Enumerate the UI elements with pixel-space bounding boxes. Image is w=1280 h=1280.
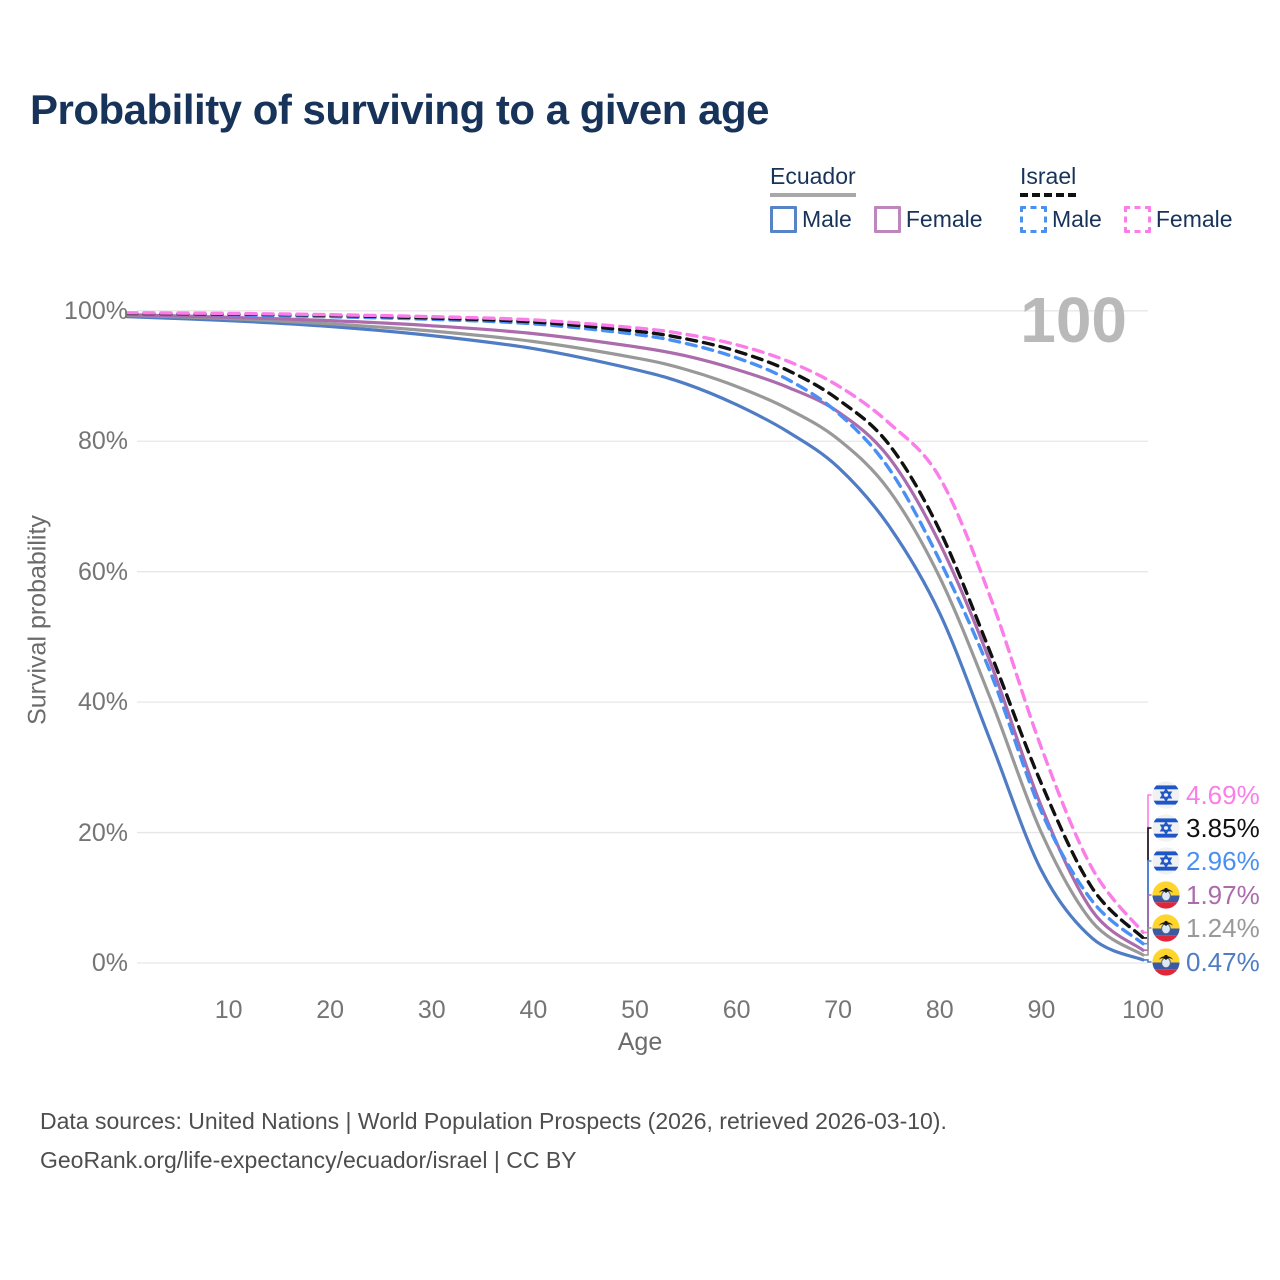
y-tick-label: 0% bbox=[91, 949, 128, 977]
x-tick-label: 20 bbox=[316, 996, 345, 1024]
legend-item-label: Male bbox=[1052, 206, 1102, 232]
data-sources-text: Data sources: United Nations | World Pop… bbox=[40, 1108, 947, 1134]
legend-group-ecuador: Ecuador Male Female bbox=[770, 163, 1005, 233]
ecuador-flag-icon bbox=[1152, 948, 1180, 976]
end-label-connector bbox=[1143, 927, 1152, 956]
x-tick-label: 50 bbox=[621, 996, 649, 1024]
x-tick-label: 30 bbox=[417, 996, 446, 1024]
end-label-value: 2.96% bbox=[1186, 845, 1260, 876]
end-label-israel-male[interactable]: 2.96% bbox=[1152, 846, 1260, 876]
y-axis-title: Survival probability bbox=[23, 515, 52, 725]
line-swatch-icon bbox=[873, 206, 901, 233]
x-tick-label: 70 bbox=[824, 996, 853, 1024]
israel-flag-icon bbox=[1152, 847, 1180, 875]
legend-item-label: Female bbox=[905, 206, 983, 232]
attribution-text: GeoRank.org/life-expectancy/ecuador/isra… bbox=[40, 1147, 577, 1173]
line-swatch-icon bbox=[1123, 206, 1151, 233]
line-swatch-icon bbox=[1020, 206, 1047, 233]
legend-group-title-ecuador[interactable]: Ecuador bbox=[770, 163, 856, 197]
end-label-israel-female[interactable]: 4.69% bbox=[1152, 780, 1260, 810]
israel-flag-icon bbox=[1152, 814, 1180, 842]
y-tick-label: 100% bbox=[64, 296, 128, 325]
series-line-israel-male[interactable] bbox=[125, 311, 1145, 946]
legend-items-ecuador: Male Female bbox=[770, 206, 1005, 233]
ecuador-flag-icon bbox=[1152, 914, 1180, 942]
line-swatch-icon bbox=[770, 206, 797, 233]
israel-flag-icon bbox=[1152, 781, 1180, 809]
page-title: Probability of surviving to a given age bbox=[30, 86, 769, 133]
end-label-value: 1.97% bbox=[1186, 879, 1260, 910]
end-label-ecuador-total[interactable]: 1.24% bbox=[1152, 913, 1260, 943]
legend-group-israel: Israel Male Female bbox=[1020, 163, 1255, 233]
x-tick-label: 10 bbox=[214, 996, 243, 1024]
end-label-ecuador-female[interactable]: 1.97% bbox=[1152, 880, 1260, 910]
series-line-israel-female[interactable] bbox=[125, 311, 1145, 935]
x-tick-label: 100 bbox=[1122, 996, 1164, 1024]
y-tick-label: 60% bbox=[77, 557, 128, 586]
survival-chart-plot[interactable] bbox=[0, 0, 1280, 1080]
x-tick-label: 40 bbox=[519, 996, 548, 1024]
end-label-israel-total[interactable]: 3.85% bbox=[1152, 813, 1260, 843]
ecuador-flag-icon bbox=[1152, 881, 1180, 909]
hovered-age-watermark: 100 bbox=[1020, 284, 1127, 356]
legend-item-label: Female bbox=[1155, 206, 1233, 232]
series-line-ecuador-male[interactable] bbox=[125, 315, 1145, 962]
end-label-connector bbox=[1143, 959, 1152, 963]
legend-item-ecuador-female[interactable]: Female bbox=[873, 206, 983, 233]
legend-group-title-israel[interactable]: Israel bbox=[1020, 163, 1077, 197]
legend-item-israel-male[interactable]: Male bbox=[1020, 206, 1102, 233]
series-line-israel-total[interactable] bbox=[125, 311, 1145, 940]
legend-item-ecuador-male[interactable]: Male bbox=[770, 206, 852, 233]
y-tick-label: 80% bbox=[77, 427, 128, 456]
series-line-ecuador-total[interactable] bbox=[125, 313, 1145, 957]
x-tick-label: 60 bbox=[722, 996, 751, 1024]
x-tick-label: 80 bbox=[925, 996, 954, 1024]
legend-item-label: Male bbox=[802, 206, 852, 232]
legend-items-israel: Male Female bbox=[1020, 206, 1255, 233]
end-label-ecuador-male[interactable]: 0.47% bbox=[1152, 947, 1260, 977]
end-label-value: 0.47% bbox=[1186, 946, 1260, 977]
y-tick-label: 40% bbox=[77, 688, 128, 717]
x-tick-label: 90 bbox=[1027, 996, 1056, 1024]
end-label-value: 1.24% bbox=[1186, 912, 1260, 943]
end-label-connector bbox=[1143, 894, 1152, 951]
series-line-ecuador-female[interactable] bbox=[125, 313, 1145, 952]
end-label-value: 3.85% bbox=[1186, 812, 1260, 843]
x-axis-title: Age bbox=[617, 1028, 663, 1056]
y-tick-label: 20% bbox=[77, 818, 128, 847]
end-label-value: 4.69% bbox=[1186, 779, 1260, 810]
legend-item-israel-female[interactable]: Female bbox=[1123, 206, 1233, 233]
